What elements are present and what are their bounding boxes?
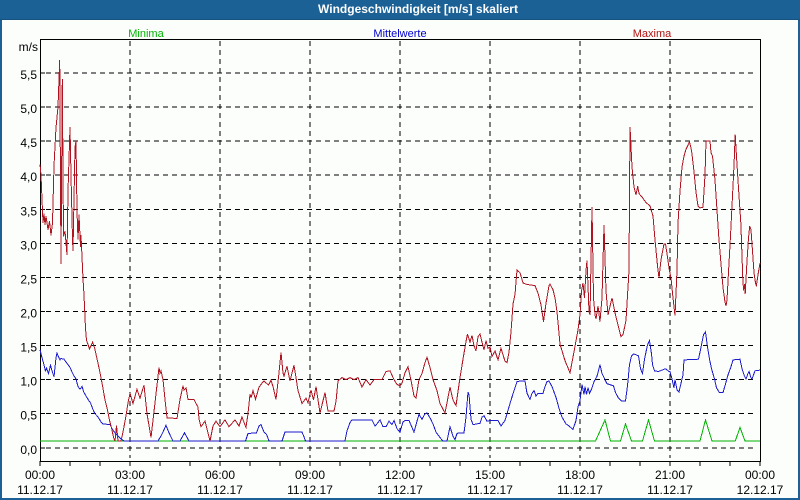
svg-text:11.12.17: 11.12.17 bbox=[647, 483, 693, 497]
svg-text:0,0: 0,0 bbox=[20, 443, 37, 457]
svg-text:0,5: 0,5 bbox=[20, 409, 37, 423]
svg-text:11.12.17: 11.12.17 bbox=[287, 483, 333, 497]
svg-text:11.12.17: 11.12.17 bbox=[557, 483, 603, 497]
svg-text:Mittelwerte: Mittelwerte bbox=[373, 28, 426, 40]
svg-text:2,5: 2,5 bbox=[20, 272, 37, 286]
svg-text:11.12.17: 11.12.17 bbox=[377, 483, 423, 497]
svg-text:Maxima: Maxima bbox=[633, 28, 672, 40]
svg-text:3,0: 3,0 bbox=[20, 238, 37, 252]
svg-text:03:00: 03:00 bbox=[115, 468, 145, 482]
svg-text:m/s: m/s bbox=[19, 40, 38, 54]
svg-text:11.12.17: 11.12.17 bbox=[17, 483, 63, 497]
svg-text:11.12.17: 11.12.17 bbox=[197, 483, 243, 497]
svg-text:3,5: 3,5 bbox=[20, 204, 37, 218]
svg-text:00:00: 00:00 bbox=[25, 468, 55, 482]
svg-text:12:00: 12:00 bbox=[385, 468, 415, 482]
svg-text:2,0: 2,0 bbox=[20, 307, 37, 321]
svg-text:1,5: 1,5 bbox=[20, 341, 37, 355]
svg-text:18:00: 18:00 bbox=[565, 468, 595, 482]
svg-text:15:00: 15:00 bbox=[475, 468, 505, 482]
svg-text:5,5: 5,5 bbox=[20, 68, 37, 82]
svg-text:00:00: 00:00 bbox=[745, 468, 775, 482]
svg-text:11.12.17: 11.12.17 bbox=[467, 483, 513, 497]
svg-text:5,0: 5,0 bbox=[20, 102, 37, 116]
svg-text:4,5: 4,5 bbox=[20, 136, 37, 150]
svg-text:11.12.17: 11.12.17 bbox=[107, 483, 153, 497]
svg-text:12.12.17: 12.12.17 bbox=[737, 483, 784, 497]
svg-text:1,0: 1,0 bbox=[20, 375, 37, 389]
svg-text:4,0: 4,0 bbox=[20, 170, 37, 184]
svg-text:06:00: 06:00 bbox=[205, 468, 235, 482]
svg-text:09:00: 09:00 bbox=[295, 468, 325, 482]
svg-text:21:00: 21:00 bbox=[655, 468, 685, 482]
svg-text:Minima: Minima bbox=[128, 28, 164, 40]
